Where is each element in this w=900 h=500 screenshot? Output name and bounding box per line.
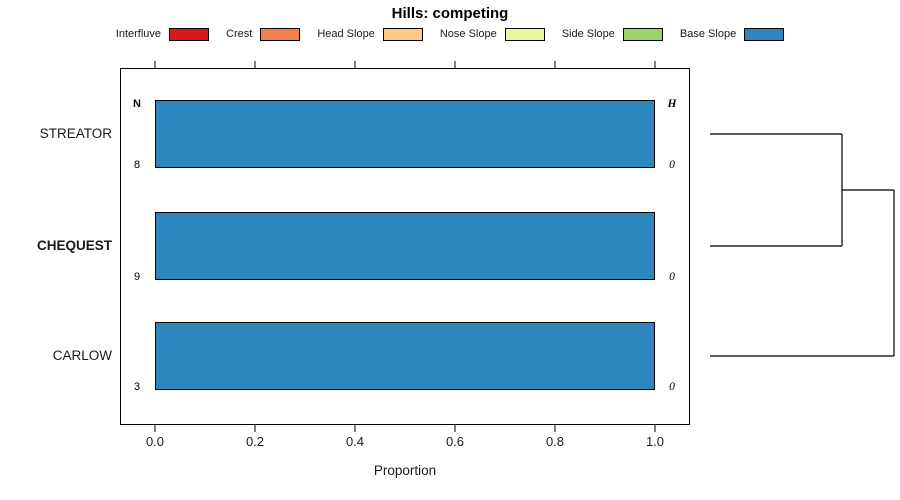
h-value-carlow: 0: [669, 381, 675, 393]
h-column-header: H: [667, 98, 677, 110]
n-value-streator: 8: [133, 159, 141, 171]
legend: Interfluve Crest Head Slope Nose Slope S…: [0, 26, 900, 42]
legend-item-side-slope: Side Slope: [561, 27, 663, 41]
bar-carlow-base-slope: [155, 322, 655, 390]
h-value-chequest: 0: [669, 271, 675, 283]
legend-label: Interfluve: [115, 28, 162, 40]
x-tick-label: 0.2: [245, 434, 265, 449]
x-tick-label: 0.6: [445, 434, 465, 449]
n-value-chequest: 9: [133, 271, 141, 283]
bar-chequest-base-slope: [155, 212, 655, 280]
legend-item-interfluve: Interfluve: [115, 27, 210, 41]
legend-item-head-slope: Head Slope: [317, 27, 423, 41]
x-axis-title: Proportion: [373, 463, 437, 478]
legend-label: Base Slope: [679, 28, 737, 40]
legend-swatch-crest: [260, 27, 301, 41]
x-tick-label: 0.8: [545, 434, 565, 449]
category-label-chequest: CHEQUEST: [36, 238, 112, 253]
bar-track-carlow: [155, 322, 655, 390]
legend-item-crest: Crest: [226, 27, 301, 41]
bar-streator-base-slope: [155, 100, 655, 168]
legend-label: Crest: [226, 28, 253, 40]
legend-label: Nose Slope: [439, 28, 497, 40]
bottom-axis-ticks: [154, 425, 656, 432]
dendrogram-lines: [710, 133, 895, 357]
legend-swatch-base-slope: [744, 27, 785, 41]
legend-swatch-side-slope: [622, 27, 663, 41]
chart-title: Hills: competing: [391, 5, 509, 22]
legend-item-nose-slope: Nose Slope: [439, 27, 545, 41]
bar-track-streator: [155, 100, 655, 168]
x-tick-label: 0.0: [145, 434, 165, 449]
x-tick-label: 0.4: [345, 434, 365, 449]
legend-item-base-slope: Base Slope: [679, 27, 785, 41]
category-label-carlow: CARLOW: [52, 348, 112, 363]
legend-swatch-interfluve: [169, 27, 210, 41]
top-axis-ticks: [154, 61, 656, 68]
legend-swatch-nose-slope: [504, 27, 545, 41]
n-value-carlow: 3: [133, 381, 141, 393]
bar-track-chequest: [155, 212, 655, 280]
x-tick-label: 1.0: [645, 434, 665, 449]
h-value-streator: 0: [669, 159, 675, 171]
legend-swatch-head-slope: [382, 27, 423, 41]
legend-label: Side Slope: [561, 28, 615, 40]
category-label-streator: STREATOR: [39, 126, 112, 141]
legend-label: Head Slope: [317, 28, 375, 40]
n-column-header: N: [133, 98, 141, 110]
